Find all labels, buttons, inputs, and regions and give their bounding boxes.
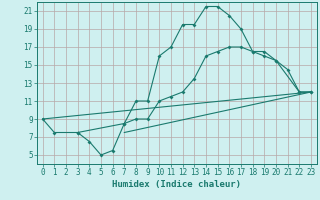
X-axis label: Humidex (Indice chaleur): Humidex (Indice chaleur) <box>112 180 241 189</box>
